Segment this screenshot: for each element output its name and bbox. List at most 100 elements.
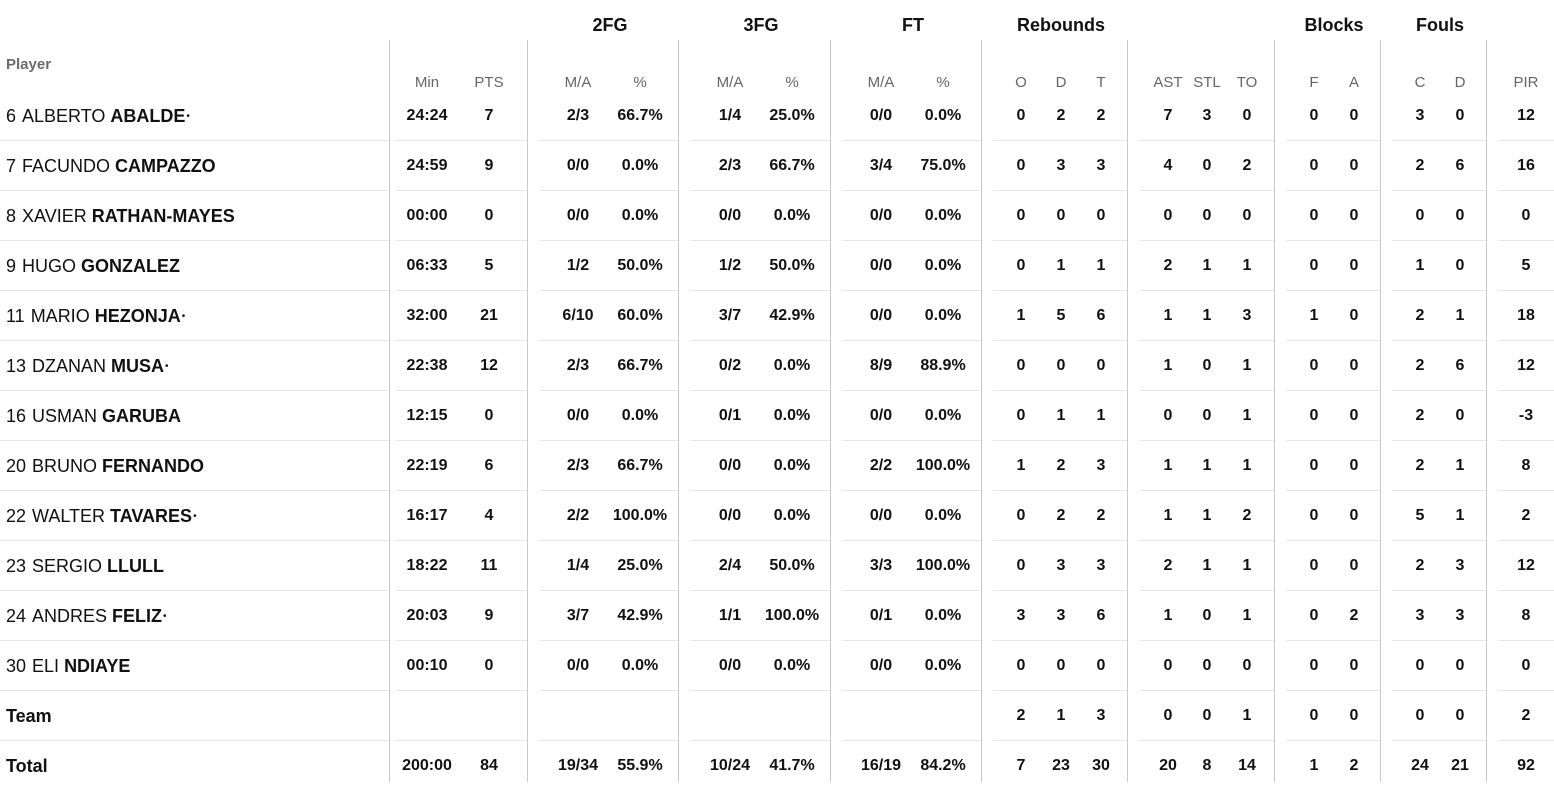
player-name: 30 ELI NDIAYE	[6, 641, 130, 691]
stat-bf: 1	[1309, 757, 1319, 774]
stat-fg3p: 0.0%	[773, 207, 811, 224]
stat-pir: 2	[1521, 507, 1531, 524]
stat-to: 1	[1242, 357, 1252, 374]
row-divider	[0, 690, 389, 691]
row-divider	[1392, 340, 1486, 341]
team-row: Team 2 1 3 0 0 1 0 0 0 0 2	[0, 691, 1554, 741]
row-divider	[690, 240, 830, 241]
stat-fg3p: 41.7%	[769, 757, 815, 774]
player-name: 13 DZANAN MUSA•	[6, 341, 169, 391]
row-divider	[690, 490, 830, 491]
stat-ro: 7	[1016, 757, 1026, 774]
stat-fg3p: 50.0%	[769, 257, 815, 274]
stat-rd: 3	[1056, 157, 1066, 174]
subheader-pir: PIR	[1513, 74, 1539, 91]
stat-rt: 0	[1096, 207, 1106, 224]
row-divider	[396, 140, 527, 141]
row-divider	[540, 440, 678, 441]
stat-fg2p: 66.7%	[617, 357, 663, 374]
stat-ba: 0	[1349, 107, 1359, 124]
stat-ast: 20	[1159, 757, 1177, 774]
stat-pir: 12	[1517, 357, 1535, 374]
jersey-number: 13	[6, 356, 27, 376]
subheader-ftp: %	[936, 74, 950, 91]
row-divider	[690, 640, 830, 641]
stat-bf: 0	[1309, 107, 1319, 124]
row-divider	[1286, 540, 1380, 541]
row-divider	[993, 740, 1127, 741]
player-row: 23 SERGIO LLULL 18:22 11 1/4 25.0% 2/4 50.0% 3/3 1…	[0, 541, 1554, 591]
column-divider	[527, 40, 528, 782]
stat-fg3p: 50.0%	[769, 557, 815, 574]
first-name: HUGO	[22, 256, 77, 276]
jersey-number: 30	[6, 656, 27, 676]
stat-min: 18:22	[406, 557, 448, 574]
stat-rd: 1	[1056, 407, 1066, 424]
stat-rt: 0	[1096, 657, 1106, 674]
stat-ftma: 3/3	[869, 557, 893, 574]
subheader-ro: O	[1015, 74, 1027, 91]
row-divider	[396, 390, 527, 391]
stat-ba: 0	[1349, 257, 1359, 274]
stat-min: 24:24	[406, 107, 448, 124]
row-divider	[1286, 190, 1380, 191]
stat-bf: 0	[1309, 507, 1319, 524]
stat-ba: 0	[1349, 207, 1359, 224]
stat-ba: 0	[1349, 357, 1359, 374]
stat-ast: 4	[1163, 157, 1173, 174]
stat-bf: 0	[1309, 407, 1319, 424]
stat-fd: 0	[1455, 257, 1465, 274]
row-divider	[1498, 140, 1554, 141]
row-divider	[690, 440, 830, 441]
player-name: 24 ANDRES FELIZ•	[6, 591, 167, 641]
player-name: 23 SERGIO LLULL	[6, 541, 164, 591]
stat-ro: 0	[1016, 357, 1026, 374]
stat-fg2ma: 0/0	[566, 207, 590, 224]
last-name: LLULL	[107, 556, 165, 576]
row-divider	[396, 540, 527, 541]
row-divider	[540, 590, 678, 591]
row-divider	[396, 240, 527, 241]
stat-bf: 0	[1309, 257, 1319, 274]
stat-rd: 1	[1056, 707, 1066, 724]
row-divider	[1286, 740, 1380, 741]
stat-stl: 1	[1202, 307, 1212, 324]
subheader-bf: F	[1309, 74, 1319, 91]
row-divider	[396, 640, 527, 641]
row-divider	[690, 140, 830, 141]
first-name: WALTER	[32, 506, 106, 526]
row-divider	[1498, 240, 1554, 241]
stat-ftma: 0/0	[869, 657, 893, 674]
stat-fg2ma: 2/2	[566, 507, 590, 524]
stat-stl: 8	[1202, 757, 1212, 774]
column-divider	[1274, 40, 1275, 782]
row-divider	[1140, 290, 1274, 291]
row-divider	[396, 290, 527, 291]
stat-ftma: 16/19	[860, 757, 902, 774]
row-divider	[1286, 390, 1380, 391]
stat-to: 0	[1242, 107, 1252, 124]
player-row: 7 FACUNDO CAMPAZZO 24:59 9 0/0 0.0% 2/3 66.7% 3/4…	[0, 141, 1554, 191]
stat-stl: 1	[1202, 557, 1212, 574]
stat-stl: 3	[1202, 107, 1212, 124]
row-divider	[540, 540, 678, 541]
stat-ro: 0	[1016, 207, 1026, 224]
stat-rd: 1	[1056, 257, 1066, 274]
stat-fg2p: 0.0%	[621, 407, 659, 424]
stat-fg2ma: 1/4	[566, 557, 590, 574]
stat-ast: 0	[1163, 207, 1173, 224]
row-divider	[1286, 640, 1380, 641]
stat-fd: 1	[1455, 457, 1465, 474]
stat-ro: 0	[1016, 157, 1026, 174]
row-divider	[1498, 340, 1554, 341]
stat-fd: 0	[1455, 407, 1465, 424]
stat-fc: 2	[1415, 357, 1425, 374]
row-divider	[690, 340, 830, 341]
row-divider	[396, 690, 527, 691]
stat-fc: 2	[1415, 307, 1425, 324]
first-name: FACUNDO	[22, 156, 111, 176]
player-row: 11 MARIO HEZONJA• 32:00 21 6/10 60.0% 3/7 42.9% 0…	[0, 291, 1554, 341]
row-divider	[540, 690, 678, 691]
stat-ftp: 0.0%	[924, 257, 962, 274]
row-divider	[993, 190, 1127, 191]
